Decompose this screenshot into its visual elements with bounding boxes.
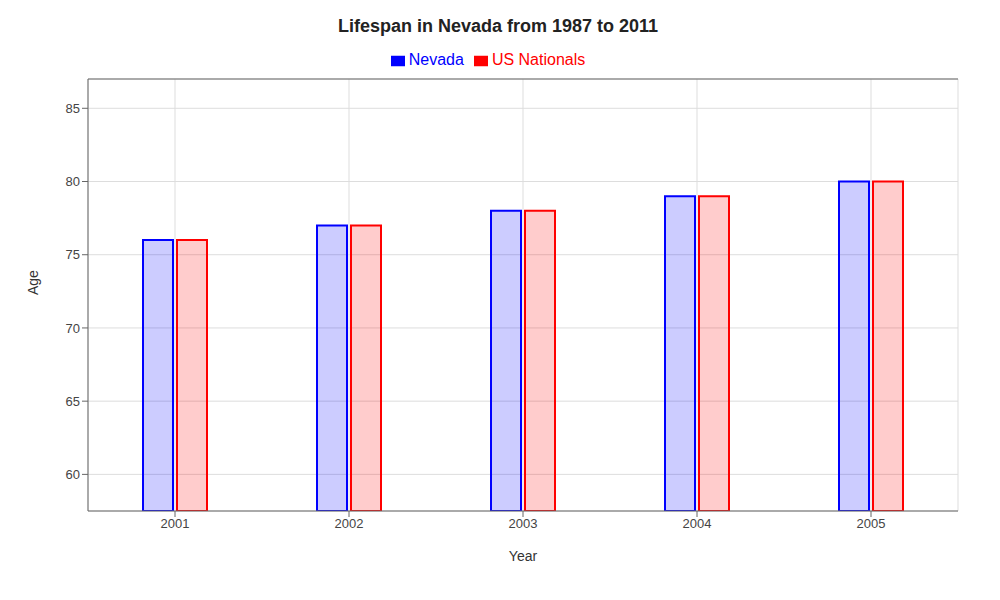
html-text:US Nationals: US Nationals — [491, 51, 586, 68]
svg-text:2005: 2005 — [857, 516, 886, 531]
svg-text:80: 80 — [66, 174, 80, 189]
svg-text:Year: Year — [509, 548, 538, 564]
svg-text:2002: 2002 — [335, 516, 364, 531]
svg-text:75: 75 — [66, 247, 80, 262]
svg-text:Age: Age — [25, 270, 41, 295]
html-text:Lifespan in Nevada from 1987 t: Lifespan in Nevada from 1987 to 2011 — [337, 16, 659, 36]
svg-text:2001: 2001 — [161, 516, 190, 531]
svg-text:85: 85 — [66, 101, 80, 116]
svg-text:65: 65 — [66, 394, 80, 409]
svg-text:70: 70 — [66, 321, 80, 336]
svg-text:2003: 2003 — [509, 516, 538, 531]
html-text:Nevada: Nevada — [408, 51, 464, 68]
svg-text:2004: 2004 — [683, 516, 712, 531]
svg-text:60: 60 — [66, 467, 80, 482]
